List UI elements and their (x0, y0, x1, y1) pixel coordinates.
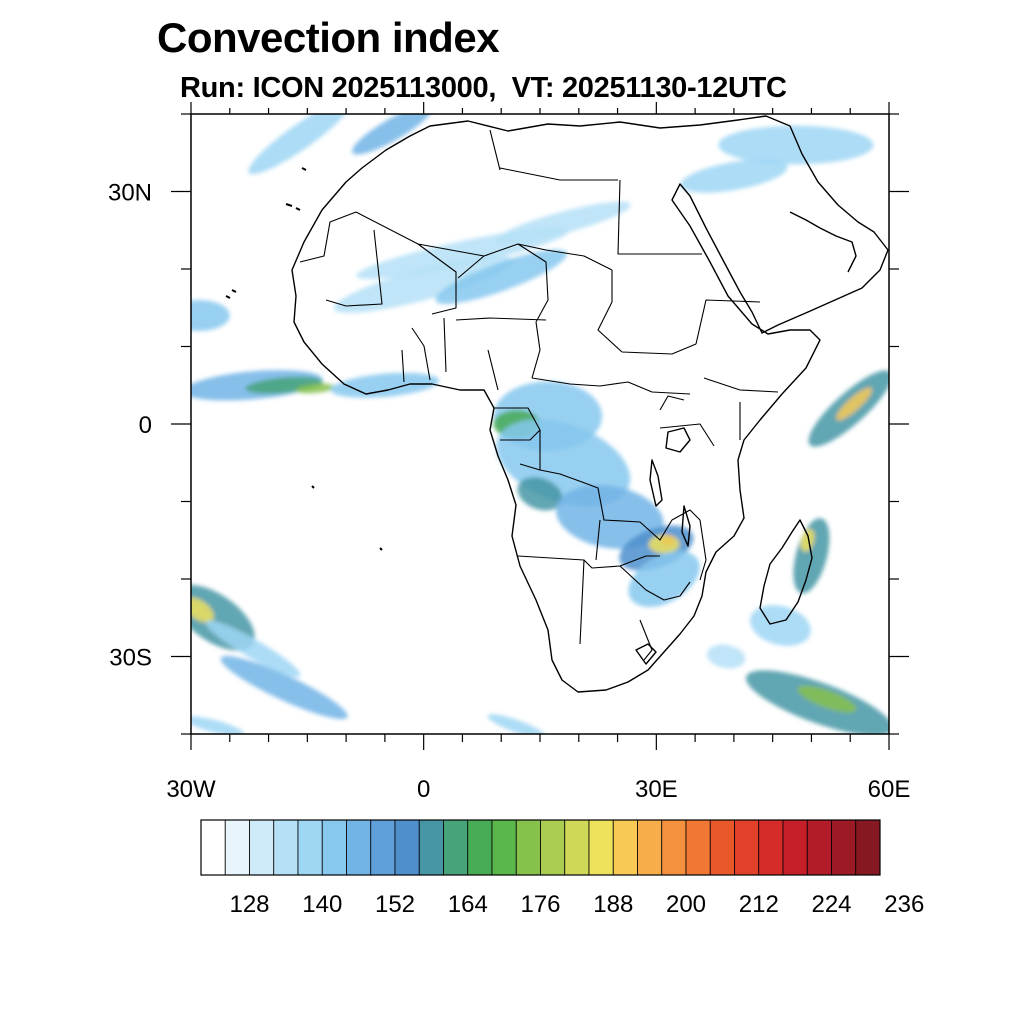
lake-malawi (681, 505, 691, 547)
convection-cell (351, 114, 434, 155)
colorbar-swatch (346, 819, 372, 876)
colorbar-swatch (491, 819, 517, 876)
convection-cell (248, 114, 351, 175)
axis-tick-labels: 30W 0 30E 60E 30N 0 30S (108, 180, 910, 804)
x-tick-label: 0 (417, 776, 430, 803)
convection-cell (295, 383, 335, 394)
atlantic-islands (225, 167, 383, 551)
colorbar-swatch (249, 819, 275, 876)
x-tick-label: 30E (635, 776, 678, 803)
madagascar-coastline (759, 519, 813, 625)
colorbar-swatch (831, 819, 857, 876)
colorbar-labels: 128 140 152 164 176 188 200 212 224 236 (229, 891, 924, 918)
lesotho-border (635, 643, 657, 665)
colorbar-swatch (855, 819, 881, 876)
colorbar-swatch (370, 819, 396, 876)
colorbar-label: 176 (520, 891, 560, 918)
convection-cell (797, 685, 857, 713)
colorbar-label: 224 (811, 891, 851, 918)
convection-cell (680, 159, 788, 193)
lake-victoria (665, 427, 691, 453)
colorbar-label: 200 (666, 891, 706, 918)
convection-cell (487, 714, 546, 734)
convection-cell (435, 249, 567, 305)
y-tick-label: 0 (139, 412, 152, 439)
colorbar-swatch (758, 819, 784, 876)
colorbar-swatch (540, 819, 566, 876)
map-panel (191, 114, 889, 734)
colorbar-swatch (394, 819, 420, 876)
colorbar-label: 140 (302, 891, 342, 918)
lake-tanganyika (649, 459, 663, 507)
colorbar-swatch (467, 819, 493, 876)
colorbar-swatch (515, 819, 541, 876)
convection-cell (220, 655, 348, 720)
convection-cell (517, 477, 563, 511)
colorbar-label: 164 (448, 891, 488, 918)
colorbar-swatch (612, 819, 638, 876)
y-tick-label: 30S (109, 645, 152, 672)
axis-ticks (171, 102, 909, 750)
x-tick-label: 30W (166, 776, 216, 803)
convection-cell (648, 534, 680, 554)
colorbar-swatch (734, 819, 760, 876)
y-tick-label: 30N (108, 180, 152, 207)
map-title: Convection index (157, 14, 500, 61)
colorbar (200, 819, 881, 876)
colorbar-swatch (564, 819, 590, 876)
colorbar-swatch (297, 819, 323, 876)
x-tick-label: 60E (868, 776, 911, 803)
colorbar-frame (200, 819, 881, 876)
country-borders (299, 129, 779, 661)
colorbar-swatch (661, 819, 687, 876)
arabia-interior-coast (789, 211, 821, 229)
coastlines-and-borders (225, 115, 889, 693)
colorbar-label: 236 (884, 891, 924, 918)
colorbar-swatch (709, 819, 735, 876)
convection-cell (718, 125, 874, 165)
colorbar-swatch (224, 819, 250, 876)
convection-cell (836, 387, 872, 421)
convection-cell (556, 485, 664, 549)
colorbar-label: 152 (375, 891, 415, 918)
convection-cell (205, 620, 301, 678)
convection-cell (800, 528, 815, 552)
colorbar-swatch (273, 819, 299, 876)
colorbar-swatch (685, 819, 711, 876)
colorbar-label: 212 (739, 891, 779, 918)
convection-cell (495, 201, 631, 244)
colorbar-label: 128 (229, 891, 269, 918)
colorbar-swatch (782, 819, 808, 876)
map-subtitle: Run: ICON 2025113000, VT: 20251130-12UTC (180, 72, 787, 104)
colorbar-swatch (200, 819, 226, 876)
colorbar-swatch (806, 819, 832, 876)
colorbar-swatch (418, 819, 444, 876)
convection-field (191, 114, 889, 734)
colorbar-swatch (443, 819, 469, 876)
arabia-gulf-coast (819, 227, 857, 273)
colorbar-swatch (588, 819, 614, 876)
convection-cell (191, 300, 230, 331)
convection-cell (330, 372, 440, 398)
colorbar-label: 188 (593, 891, 633, 918)
convection-cell (706, 644, 746, 669)
africa-coastline (291, 115, 889, 693)
convection-cell (333, 256, 514, 313)
convection-cell (191, 716, 245, 734)
colorbar-swatch (321, 819, 347, 876)
colorbar-swatch (637, 819, 663, 876)
